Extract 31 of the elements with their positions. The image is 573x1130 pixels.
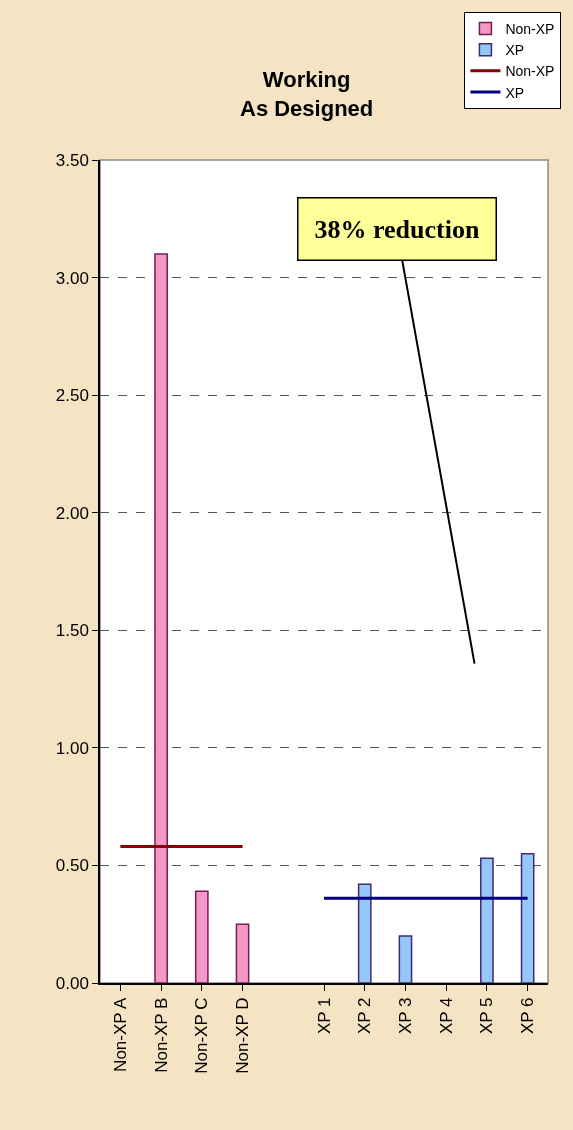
legend-label: Non-XP: [505, 63, 555, 80]
x-tick-label: XP 1: [314, 997, 334, 1035]
legend-label: XP: [505, 84, 525, 101]
x-tick-label: XP 3: [395, 997, 415, 1035]
bar: [520, 852, 535, 983]
y-tick-label: 1.50: [55, 621, 89, 641]
chart-title: Working As Designed: [240, 67, 374, 121]
bar: [480, 857, 494, 983]
annotation: 38% reduction: [314, 214, 480, 244]
y-tick-label: 2.00: [55, 503, 89, 523]
y-tick-label: 3.50: [55, 150, 89, 170]
x-tick-label: Non-XP C: [192, 997, 212, 1074]
x-tick-label: XP 6: [518, 997, 538, 1035]
bar: [398, 935, 413, 983]
x-tick-label: XP 4: [436, 997, 456, 1035]
bar: [357, 883, 372, 983]
y-tick-label: 3.00: [55, 268, 89, 288]
x-tick-label: Non-XP A: [110, 996, 130, 1072]
y-tick-label: 2.50: [55, 386, 89, 406]
legend-label: Non-XP: [505, 20, 555, 37]
x-tick-label: Non-XP D: [233, 997, 253, 1074]
bar: [194, 890, 209, 983]
legend-label: XP: [505, 42, 525, 59]
x-tick-label: XP 2: [355, 997, 375, 1035]
y-tick-label: 0.50: [55, 856, 89, 876]
x-tick-label: Non-XP B: [151, 997, 171, 1073]
x-tick-label: XP 5: [477, 997, 497, 1035]
bar: [154, 253, 168, 983]
bar: [235, 923, 250, 983]
y-tick-label: 0.00: [55, 973, 89, 993]
y-tick-label: 1.00: [55, 738, 89, 758]
